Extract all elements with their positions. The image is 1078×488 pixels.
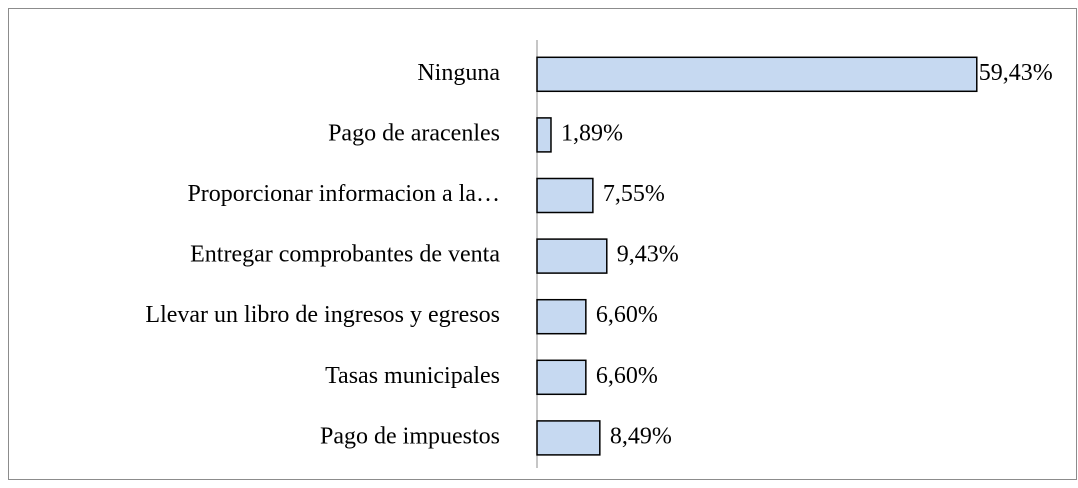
category-label: Entregar comprobantes de venta: [190, 242, 500, 268]
bar: [536, 359, 587, 396]
bar: [536, 298, 587, 335]
bar: [536, 117, 552, 153]
value-label: 59,43%: [979, 60, 1053, 86]
value-label: 8,49%: [610, 423, 672, 449]
value-label: 9,43%: [617, 242, 679, 268]
category-label: Pago de aracenles: [328, 120, 500, 146]
category-label: Pago de impuestos: [320, 423, 500, 449]
bar: [536, 238, 608, 274]
category-label: Proporcionar informacion a la…: [187, 181, 500, 207]
bar: [536, 177, 594, 214]
value-label: 1,89%: [561, 120, 623, 146]
category-label: Tasas municipales: [325, 363, 500, 389]
value-label: 6,60%: [596, 302, 658, 328]
category-label: Llevar un libro de ingresos y egresos: [145, 302, 500, 328]
value-label: 7,55%: [603, 181, 665, 207]
value-label: 6,60%: [596, 363, 658, 389]
bar: [536, 56, 978, 93]
bar: [536, 420, 601, 456]
category-label: Ninguna: [417, 60, 500, 86]
